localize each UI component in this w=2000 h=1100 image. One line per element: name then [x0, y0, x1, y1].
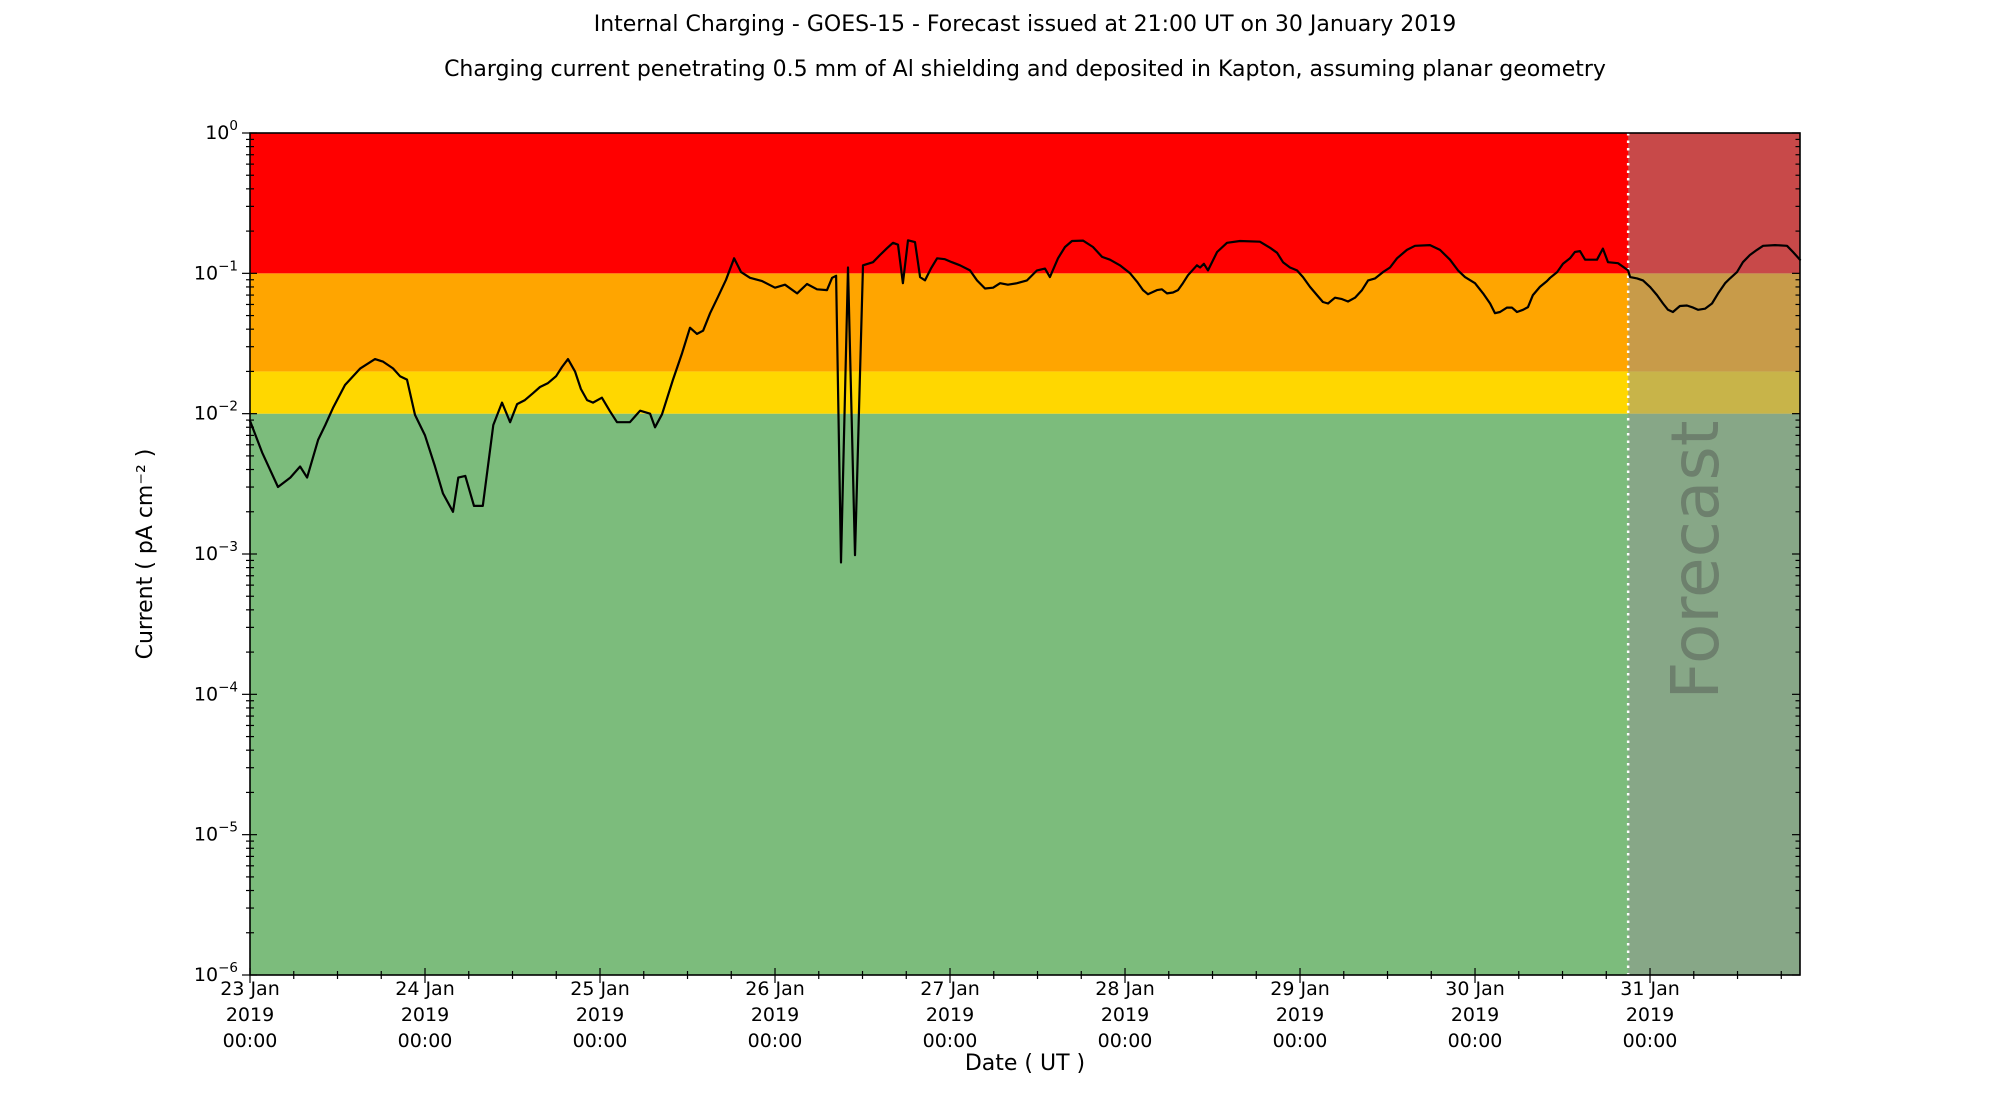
x-tick-label-date: 24 Jan: [395, 978, 455, 1000]
x-tick-label-date: 29 Jan: [1270, 978, 1330, 1000]
x-tick-label-date: 25 Jan: [570, 978, 630, 1000]
x-tick-label-date: 26 Jan: [745, 978, 805, 1000]
y-tick-label: 100: [205, 118, 238, 144]
forecast-watermark: Forecast: [1657, 420, 1734, 699]
y-tick-label: 10−6: [194, 960, 238, 986]
x-tick-label-date: 27 Jan: [920, 978, 980, 1000]
x-tick-label-year: 2019: [401, 1004, 449, 1026]
y-tick-label: 10−2: [194, 399, 238, 425]
x-tick-label-time: 00:00: [398, 1030, 453, 1052]
x-tick-label-date: 23 Jan: [220, 978, 280, 1000]
x-tick-label-time: 00:00: [923, 1030, 978, 1052]
x-tick-label-year: 2019: [226, 1004, 274, 1026]
band-yellow-zone: [250, 371, 1800, 414]
x-tick-label-time: 00:00: [748, 1030, 803, 1052]
x-axis-label: Date ( UT ): [965, 1051, 1085, 1076]
x-tick-label-year: 2019: [1101, 1004, 1149, 1026]
forecast-overlay: [1628, 133, 1800, 975]
x-tick-label-date: 31 Jan: [1620, 978, 1680, 1000]
x-tick-label-year: 2019: [751, 1004, 799, 1026]
x-tick-label-time: 00:00: [1098, 1030, 1153, 1052]
x-tick-label-year: 2019: [926, 1004, 974, 1026]
x-tick-label-year: 2019: [1451, 1004, 1499, 1026]
band-green-zone: [250, 413, 1800, 976]
band-red-zone: [250, 133, 1800, 274]
x-tick-label-year: 2019: [576, 1004, 624, 1026]
chart-subtitle: Charging current penetrating 0.5 mm of A…: [444, 57, 1606, 82]
x-tick-label-time: 00:00: [1448, 1030, 1503, 1052]
y-tick-label: 10−3: [194, 539, 238, 565]
chart-title: Internal Charging - GOES-15 - Forecast i…: [593, 12, 1457, 37]
y-axis-label: Current ( pA cm⁻² ): [133, 449, 158, 660]
x-tick-label-time: 00:00: [1273, 1030, 1328, 1052]
x-tick-label-time: 00:00: [223, 1030, 278, 1052]
y-tick-label: 10−4: [194, 679, 238, 705]
x-tick-label-time: 00:00: [1623, 1030, 1678, 1052]
band-orange-zone: [250, 273, 1800, 372]
x-tick-label-year: 2019: [1626, 1004, 1674, 1026]
series-charging-current: [248, 239, 1802, 564]
x-tick-label-date: 28 Jan: [1095, 978, 1155, 1000]
y-tick-label: 10−5: [194, 820, 238, 846]
y-tick-label: 10−1: [194, 258, 238, 284]
x-tick-label-time: 00:00: [573, 1030, 628, 1052]
x-tick-label-date: 30 Jan: [1445, 978, 1505, 1000]
x-tick-label-year: 2019: [1276, 1004, 1324, 1026]
